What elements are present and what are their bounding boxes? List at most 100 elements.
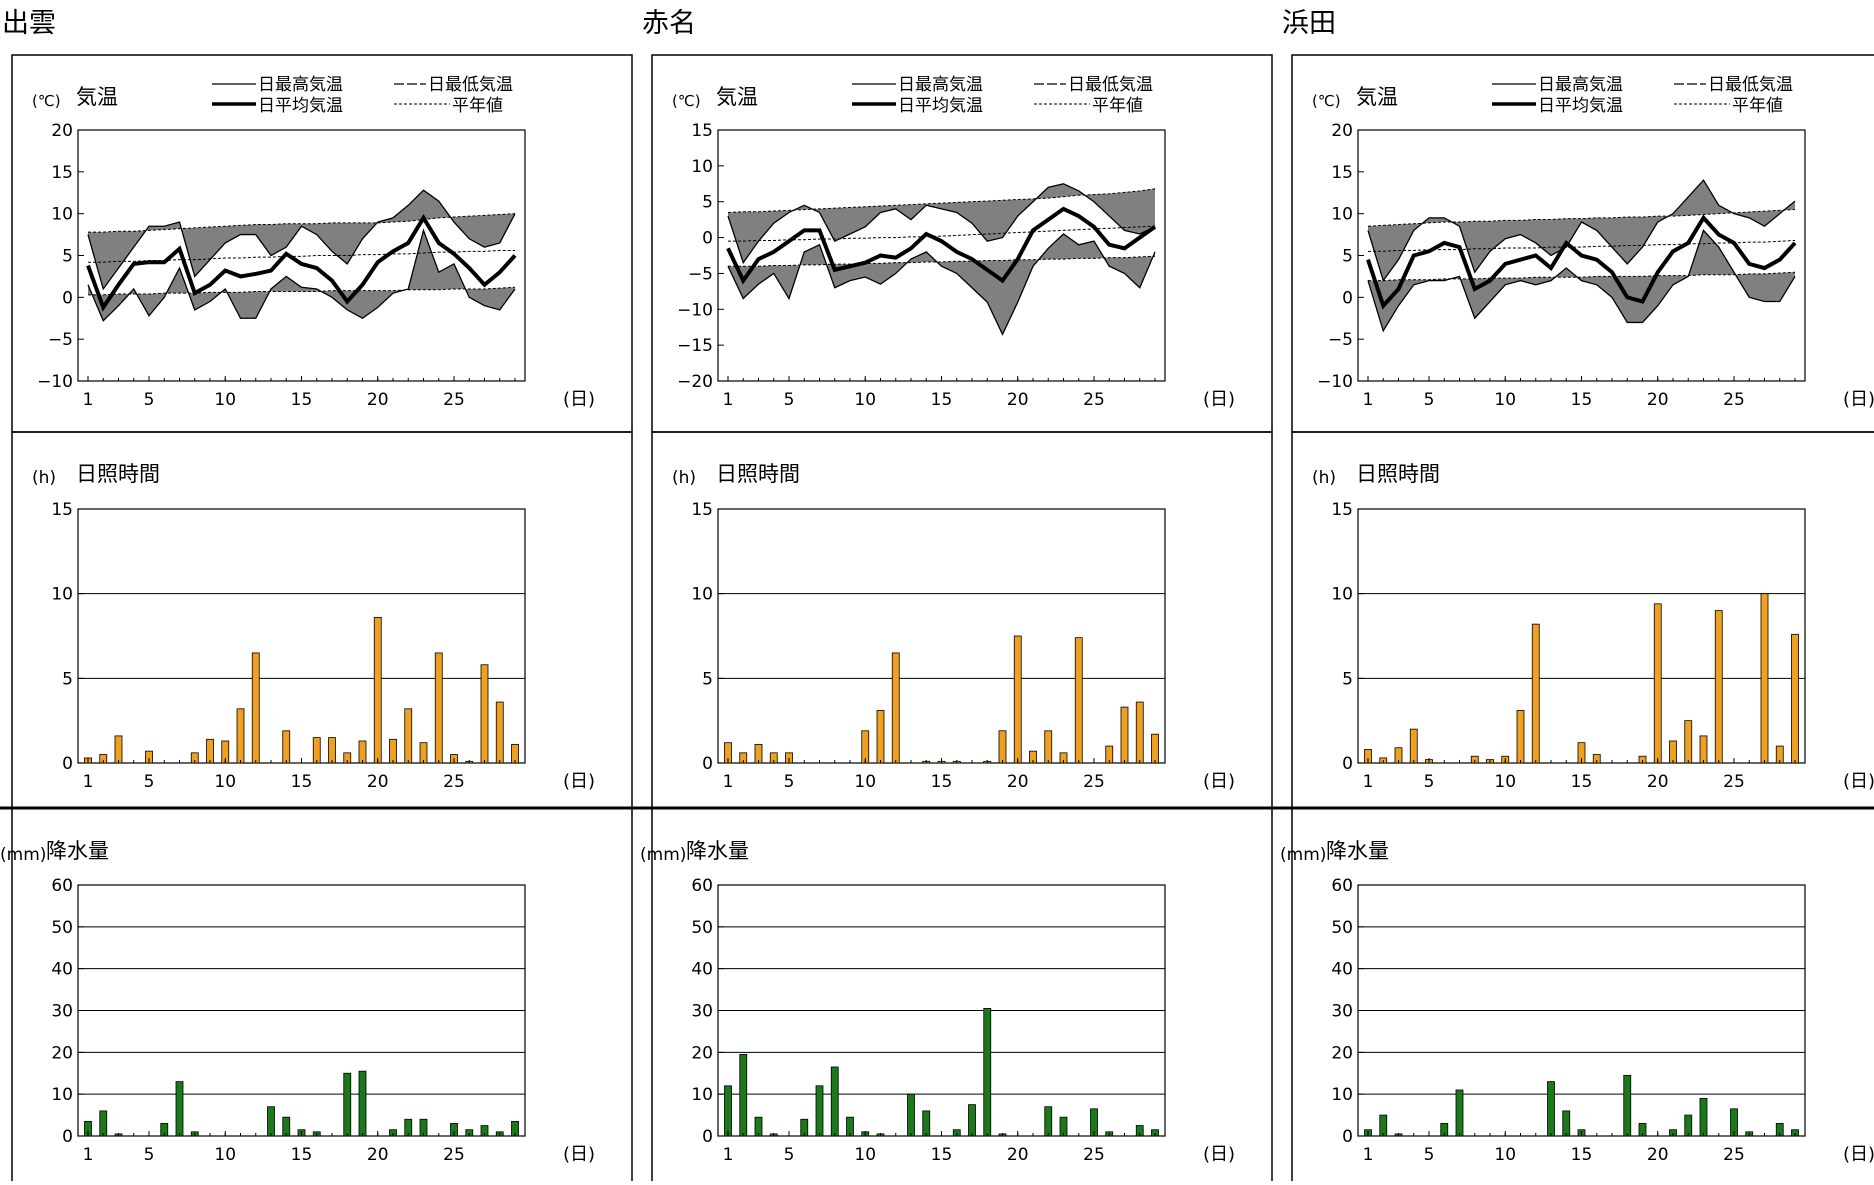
- sunshine-ytick-label: 10: [51, 585, 73, 605]
- precipitation-bar: [724, 1085, 732, 1137]
- sunshine-bar: [480, 664, 489, 764]
- daily-max-line: [727, 183, 1156, 265]
- sunshine-xtick-label: 1: [1363, 772, 1374, 792]
- sunshine-ytick-label: 5: [62, 669, 73, 689]
- temperature-xtick-label: 25: [1083, 390, 1105, 410]
- sunshine-ytick-label: 15: [51, 500, 73, 520]
- precipitation-title: 降水量: [1326, 839, 1389, 863]
- sunshine-bar: [404, 708, 413, 764]
- temperature-day-unit-label: (日): [1843, 389, 1874, 410]
- precipitation-ytick-label: 60: [691, 876, 713, 896]
- precipitation-unit: (mm): [640, 845, 686, 865]
- daily-min-line: [87, 228, 516, 322]
- precipitation-bar: [175, 1081, 184, 1137]
- precipitation-xtick-label: 10: [214, 1145, 236, 1165]
- sunshine-bar: [998, 730, 1007, 764]
- temperature-xtick-label: 1: [723, 390, 734, 410]
- temperature-ytick-label: −20: [677, 372, 713, 392]
- temperature-xtick-label: 15: [1571, 390, 1593, 410]
- sunshine-ytick-label: 0: [62, 754, 73, 774]
- sunshine-bar: [206, 738, 214, 764]
- precipitation-ytick-label: 30: [51, 1002, 73, 1022]
- precipitation-bar: [1623, 1074, 1632, 1137]
- precipitation-xtick-label: 15: [931, 1145, 953, 1165]
- sunshine-xtick-label: 5: [784, 772, 795, 792]
- temperature-title: 気温: [76, 85, 118, 109]
- temperature-day-unit-label: (日): [563, 389, 595, 410]
- max-deviation-area: [1368, 180, 1795, 281]
- normal-min-line: [728, 255, 1156, 267]
- precipitation-bar: [983, 1008, 992, 1137]
- sunshine-ytick-label: 15: [691, 500, 713, 520]
- precipitation-bar: [1684, 1114, 1693, 1137]
- daily-min-line: [727, 233, 1156, 336]
- sunshine-plot-area: [77, 508, 526, 764]
- precipitation-ytick-label: 0: [62, 1127, 73, 1147]
- normal-min-line: [1368, 271, 1796, 282]
- precipitation-xtick-label: 10: [1494, 1145, 1516, 1165]
- precipitation-bar: [1455, 1089, 1464, 1137]
- precipitation-ytick-label: 40: [691, 960, 713, 980]
- temperature-xtick-label: 1: [83, 390, 94, 410]
- sunshine-xtick-label: 5: [144, 772, 155, 792]
- sunshine-bar: [1074, 637, 1083, 764]
- sunshine-bar: [389, 738, 397, 764]
- sunshine-bar: [1151, 733, 1159, 764]
- station-title: 赤名: [642, 8, 696, 39]
- daily-avg-line: [86, 213, 517, 312]
- sunshine-xtick-label: 20: [1007, 772, 1029, 792]
- sunshine-ytick-label: 15: [1331, 500, 1353, 520]
- normal-max-line: [88, 213, 516, 233]
- sunshine-plot-area: [1357, 508, 1806, 764]
- temperature-ytick-label: −15: [677, 336, 713, 356]
- sunshine-bar: [1669, 740, 1677, 764]
- precipitation-xtick-label: 15: [1571, 1145, 1593, 1165]
- precipitation-title: 降水量: [686, 839, 749, 863]
- sunshine-bar: [419, 742, 428, 764]
- temperature-ytick-label: −5: [688, 264, 713, 284]
- sunshine-xtick-label: 20: [367, 772, 389, 792]
- station-title: 出雲: [2, 8, 56, 39]
- sunshine-xtick-label: 25: [1723, 772, 1745, 792]
- precipitation-xtick-label: 5: [144, 1145, 155, 1165]
- temperature-xtick-label: 10: [214, 390, 236, 410]
- sunshine-xtick-label: 10: [214, 772, 236, 792]
- legend-avg-label: 日平均気温: [258, 96, 343, 116]
- precipitation-day-unit-label: (日): [1843, 1144, 1874, 1165]
- precipitation-bar: [922, 1110, 931, 1137]
- sunshine-bar: [1699, 735, 1708, 764]
- temperature-unit: (℃): [672, 92, 701, 110]
- legend-min-label: 日最低気温: [1068, 75, 1153, 95]
- temperature-ytick-label: 0: [62, 288, 73, 308]
- temperature-ytick-label: 0: [1342, 288, 1353, 308]
- sunshine-bar: [328, 737, 336, 764]
- temperature-xtick-label: 5: [1424, 390, 1435, 410]
- sunshine-xtick-label: 1: [723, 772, 734, 792]
- sunshine-day-unit-label: (日): [563, 771, 595, 792]
- precipitation-ytick-label: 50: [51, 918, 73, 938]
- sunshine-day-unit-label: (日): [1843, 771, 1874, 792]
- legend-max-label: 日最高気温: [898, 75, 983, 95]
- temperature-ytick-label: 5: [1342, 247, 1353, 267]
- sunshine-bar: [1653, 603, 1662, 764]
- normal-max-line: [1367, 208, 1796, 227]
- sunshine-xtick-label: 25: [443, 772, 465, 792]
- precipitation-xtick-label: 5: [1424, 1145, 1435, 1165]
- precipitation-unit: (mm): [1280, 845, 1326, 865]
- sunshine-unit: (h): [1312, 468, 1336, 488]
- temperature-ytick-label: −5: [48, 330, 73, 350]
- sunshine-bar: [1714, 610, 1723, 764]
- sunshine-unit: (h): [32, 468, 56, 488]
- sunshine-bar: [251, 652, 260, 764]
- temperature-xtick-label: 20: [367, 390, 389, 410]
